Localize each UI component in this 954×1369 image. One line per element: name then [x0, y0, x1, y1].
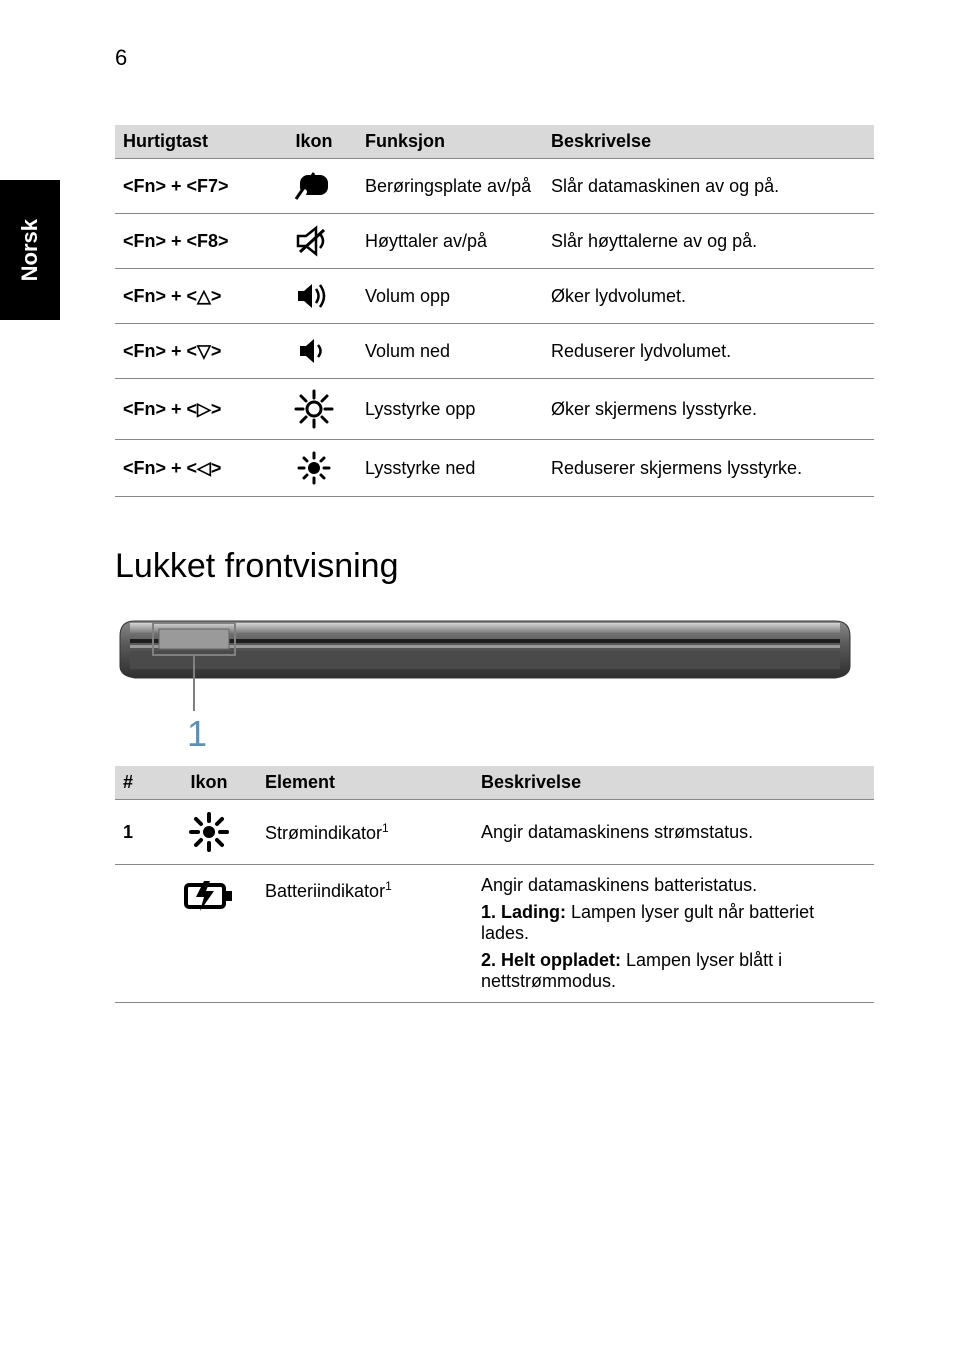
hotkey-row: <Fn> + <▽> Volum ned Reduserer lydvolume… — [115, 324, 874, 379]
func-cell: Lysstyrke opp — [357, 379, 543, 440]
func-cell: Volum opp — [357, 269, 543, 324]
hotkey-row: <Fn> + <△> Volum opp Øker lydvolumet. — [115, 269, 874, 324]
func-cell: Lysstyrke ned — [357, 440, 543, 497]
header-elem: Element — [257, 766, 473, 800]
desc-cell: Slår høyttalerne av og på. — [543, 214, 874, 269]
header-func: Funksjon — [357, 125, 543, 159]
volume-up-icon — [271, 269, 357, 324]
desc-line: 2. Helt oppladet: Lampen lyser blått i n… — [481, 950, 866, 992]
desc-cell: Øker skjermens lysstyrke. — [543, 379, 874, 440]
hotkey-cell: <Fn> + <◁> — [115, 440, 271, 497]
hotkey-row: <Fn> + <F7> Berøringsplate av/på Slår da… — [115, 159, 874, 214]
desc-bold: 2. Helt oppladet: — [481, 950, 621, 970]
elements-table: # Ikon Element Beskrivelse 1 — [115, 766, 874, 1003]
volume-down-icon — [271, 324, 357, 379]
hotkey-row: <Fn> + <▷> — [115, 379, 874, 440]
speaker-mute-icon — [271, 214, 357, 269]
desc-cell: Øker lydvolumet. — [543, 269, 874, 324]
brightness-down-icon — [271, 440, 357, 497]
desc-line: Angir datamaskinens batteristatus. — [481, 875, 866, 896]
header-desc: Beskrivelse — [543, 125, 874, 159]
elements-row: 1 — [115, 800, 874, 865]
hotkey-header-row: Hurtigtast Ikon Funksjon Beskrivelse — [115, 125, 874, 159]
header-hotkey: Hurtigtast — [115, 125, 271, 159]
language-label: Norsk — [17, 219, 43, 281]
header-icon: Ikon — [271, 125, 357, 159]
desc-cell: Reduserer skjermens lysstyrke. — [543, 440, 874, 497]
elements-row: Batteriindikator1 Angir datamaskinens ba… — [115, 865, 874, 1003]
hotkey-row: <Fn> + <◁> — [115, 440, 874, 497]
brightness-up-icon — [271, 379, 357, 440]
desc-cell: Angir datamaskinens batteristatus. 1. La… — [473, 865, 874, 1003]
desc-bold: 1. Lading: — [481, 902, 566, 922]
hotkey-cell: <Fn> + <F7> — [115, 159, 271, 214]
elem-sup: 1 — [382, 821, 389, 835]
section-title: Lukket frontvisning — [115, 547, 874, 586]
func-cell: Berøringsplate av/på — [357, 159, 543, 214]
elem-cell: Batteriindikator1 — [257, 865, 473, 1003]
hotkey-row: <Fn> + <F8> Høyttaler av/på Slår høyttal… — [115, 214, 874, 269]
touchpad-icon — [271, 159, 357, 214]
func-cell: Volum ned — [357, 324, 543, 379]
page: 6 Norsk Hurtigtast Ikon Funksjon Beskriv… — [0, 0, 954, 1369]
front-view-figure: 1 — [115, 611, 874, 756]
callout-number: 1 — [187, 713, 207, 754]
power-indicator-icon — [161, 800, 257, 865]
battery-indicator-icon — [161, 865, 257, 1003]
elem-label: Batteriindikator — [265, 881, 385, 901]
hotkey-table: Hurtigtast Ikon Funksjon Beskrivelse <Fn… — [115, 125, 874, 497]
content: Hurtigtast Ikon Funksjon Beskrivelse <Fn… — [115, 125, 874, 1003]
elements-header-row: # Ikon Element Beskrivelse — [115, 766, 874, 800]
elem-sup: 1 — [385, 879, 392, 893]
func-cell: Høyttaler av/på — [357, 214, 543, 269]
hotkey-cell: <Fn> + <▽> — [115, 324, 271, 379]
elem-label: Strømindikator — [265, 823, 382, 843]
elem-cell: Strømindikator1 — [257, 800, 473, 865]
header-num: # — [115, 766, 161, 800]
num-cell — [115, 865, 161, 1003]
hotkey-cell: <Fn> + <F8> — [115, 214, 271, 269]
desc-cell: Reduserer lydvolumet. — [543, 324, 874, 379]
num-cell: 1 — [115, 800, 161, 865]
header-desc2: Beskrivelse — [473, 766, 874, 800]
language-side-tab: Norsk — [0, 180, 60, 320]
desc-line: 1. Lading: Lampen lyser gult når batteri… — [481, 902, 866, 944]
header-ikon: Ikon — [161, 766, 257, 800]
hotkey-cell: <Fn> + <△> — [115, 269, 271, 324]
hotkey-cell: <Fn> + <▷> — [115, 379, 271, 440]
desc-cell: Angir datamaskinens strømstatus. — [473, 800, 874, 865]
page-number: 6 — [115, 45, 127, 71]
desc-cell: Slår datamaskinen av og på. — [543, 159, 874, 214]
